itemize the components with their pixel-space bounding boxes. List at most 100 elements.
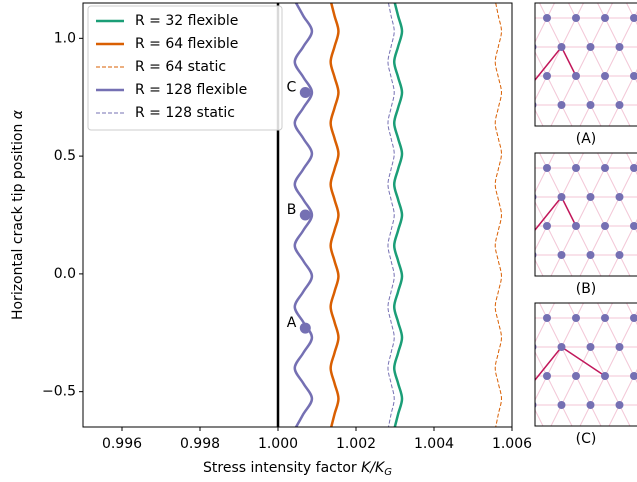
lattice-node: [630, 430, 637, 438]
lattice-node: [601, 280, 609, 288]
lattice-bond: [535, 167, 548, 194]
lattice-node: [572, 222, 580, 230]
lattice-bond: [620, 434, 635, 463]
lattice-node: [615, 251, 624, 259]
lattice-bond: [518, 347, 533, 376]
lattice-node: [543, 280, 551, 288]
inset-frame: [534, 152, 637, 277]
lattice-bond: [561, 167, 577, 198]
lattice-bond: [604, 46, 620, 77]
lattice: [514, 135, 637, 317]
lattice-node: [543, 72, 551, 80]
lattice-node: [630, 314, 637, 322]
lattice-bond: [633, 68, 637, 77]
lattice-bond: [608, 104, 620, 126]
lattice-bond: [590, 17, 606, 48]
plot-area: [276, 3, 502, 427]
lattice-bond: [619, 46, 635, 77]
lattice-node: [587, 159, 595, 167]
lattice-bond: [518, 168, 533, 197]
lattice-bond: [605, 134, 620, 163]
lattice-bond: [620, 134, 635, 163]
lattice-bond: [561, 254, 573, 276]
lattice-bond: [546, 317, 562, 348]
lattice-bond: [579, 104, 591, 126]
lattice-bond: [575, 46, 591, 77]
legend-box: [87, 5, 283, 131]
inset: [514, 135, 637, 317]
lattice-bond: [604, 167, 620, 198]
lattice-bond: [535, 108, 544, 126]
lattice-bond: [575, 317, 591, 348]
lattice-node: [557, 193, 566, 201]
lattice-bond: [535, 408, 544, 426]
lattice-node: [586, 401, 595, 409]
lattice-bond: [518, 76, 533, 105]
lattice-bond: [590, 46, 606, 77]
lattice-node: [514, 14, 522, 22]
lattice-bond: [535, 75, 548, 102]
lattice-node: [601, 72, 609, 80]
lattice-node: [616, 285, 624, 293]
lattice-bond: [575, 375, 591, 406]
lattice-node: [601, 164, 609, 172]
lattice-node: [572, 314, 580, 322]
legend-label: R = 64 static: [135, 59, 226, 75]
x-tick-label: 1.000: [258, 436, 298, 452]
lattice-node: [557, 401, 566, 409]
lattice-bond: [518, 47, 533, 76]
lattice-bond: [633, 10, 637, 19]
lattice-bond: [590, 104, 602, 126]
lattice-bond: [562, 134, 577, 163]
legend-label: R = 32 flexible: [135, 13, 238, 29]
lattice-bond: [518, 318, 533, 347]
lattice-node: [557, 101, 566, 109]
lattice-bond: [619, 375, 635, 406]
lattice-node: [543, 164, 551, 172]
lattice-node: [601, 430, 609, 438]
legend-label: R = 64 flexible: [135, 36, 238, 52]
lattice-bond: [633, 75, 637, 84]
inset-label: (B): [576, 281, 597, 297]
y-tick-label: 0.5: [54, 148, 76, 164]
lattice-bond: [518, 139, 533, 168]
lattice-bond: [633, 310, 637, 319]
data-line: [293, 3, 314, 427]
lattice-node: [514, 130, 522, 138]
lattice-bond: [575, 75, 591, 106]
lattice-bond: [608, 254, 620, 276]
lattice-bond: [590, 167, 606, 198]
lattice-bond: [633, 167, 637, 176]
lattice-node: [586, 251, 595, 259]
lattice-node: [558, 309, 566, 317]
lattice-node: [572, 72, 580, 80]
lattice-bond: [590, 404, 602, 426]
lattice-node: [630, 130, 637, 138]
lattice-node: [543, 372, 551, 380]
lattice-node: [601, 222, 609, 230]
lattice-bond: [535, 375, 548, 402]
lattice-node: [615, 101, 624, 109]
lattice-node: [601, 14, 609, 22]
lattice-bond: [619, 75, 635, 106]
lattice-bond: [550, 254, 562, 276]
annotation-label: B: [287, 202, 297, 218]
lattice-node: [630, 222, 637, 230]
lattice-node: [630, 372, 637, 380]
annotation-label: A: [287, 315, 297, 331]
lattice-bond: [518, 197, 533, 226]
lattice-bond: [561, 75, 577, 106]
lattice-bond: [561, 346, 577, 377]
lattice-node: [558, 135, 566, 143]
legend-label: R = 128 static: [135, 105, 235, 121]
lattice-bond: [547, 434, 562, 463]
lattice-node: [514, 222, 522, 230]
lattice-node: [601, 314, 609, 322]
lattice-node: [514, 164, 522, 172]
lattice-node: [558, 459, 566, 467]
lattice-bond: [633, 225, 637, 234]
lattice-bond: [535, 317, 548, 344]
lattice-node: [630, 164, 637, 172]
y-tick-label: −0.5: [42, 384, 76, 400]
